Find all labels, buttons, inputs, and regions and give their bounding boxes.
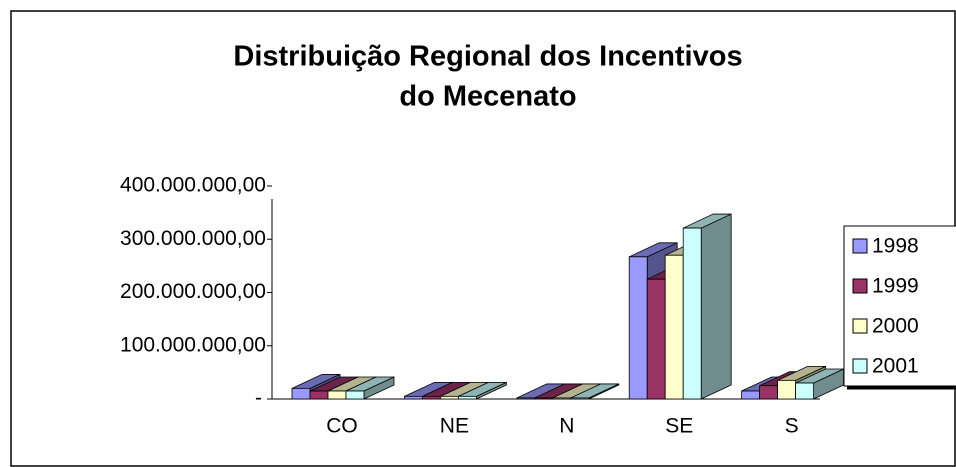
bar — [570, 383, 620, 400]
legend-label: 2000 — [872, 315, 919, 338]
bar-front — [345, 390, 365, 400]
legend-label: 1998 — [872, 235, 919, 258]
bar-front — [403, 395, 423, 400]
legend-swatch — [852, 358, 868, 374]
x-tick-label: NE — [440, 415, 469, 438]
y-tick-label: 100.000.000,00 — [120, 333, 266, 356]
bar-front — [291, 387, 311, 400]
bar-front — [664, 254, 684, 400]
bar — [345, 376, 395, 400]
bar-front — [327, 390, 347, 400]
x-tick-label: CO — [326, 415, 358, 438]
bar-front — [309, 390, 329, 400]
x-tick-label: SE — [665, 415, 693, 438]
bar — [457, 381, 507, 400]
bar-front — [439, 395, 459, 400]
legend-swatch — [852, 238, 868, 254]
legend-label: 2001 — [872, 355, 919, 378]
bar — [682, 213, 732, 400]
bar-front — [682, 227, 702, 400]
bar-front — [570, 397, 590, 400]
legend-swatch — [852, 318, 868, 334]
bar-front — [457, 395, 477, 400]
y-tick-label: 400.000.000,00 — [120, 174, 266, 197]
bar-side — [700, 213, 732, 400]
y-tick-label: 300.000.000,00 — [120, 227, 266, 250]
bar-front — [516, 397, 536, 400]
bar-front — [777, 379, 796, 400]
legend-swatch — [852, 278, 868, 294]
x-tick-label: S — [785, 415, 799, 438]
bar-front — [534, 397, 554, 400]
legend-label: 1999 — [872, 275, 919, 298]
bar-front — [646, 278, 666, 400]
y-tick-label: - — [255, 387, 262, 410]
bar-front — [759, 385, 778, 400]
y-tick-label: 200.000.000,00 — [120, 280, 266, 303]
bar-front — [552, 397, 572, 400]
bar-front — [795, 382, 814, 400]
x-tick-label: N — [559, 415, 574, 438]
bar-front — [741, 390, 760, 400]
chart-title: Distribuição Regional dos Incentivos — [233, 41, 742, 73]
bar-front — [421, 395, 441, 400]
bar-front — [628, 256, 648, 400]
chart-title: do Mecenato — [399, 81, 576, 113]
